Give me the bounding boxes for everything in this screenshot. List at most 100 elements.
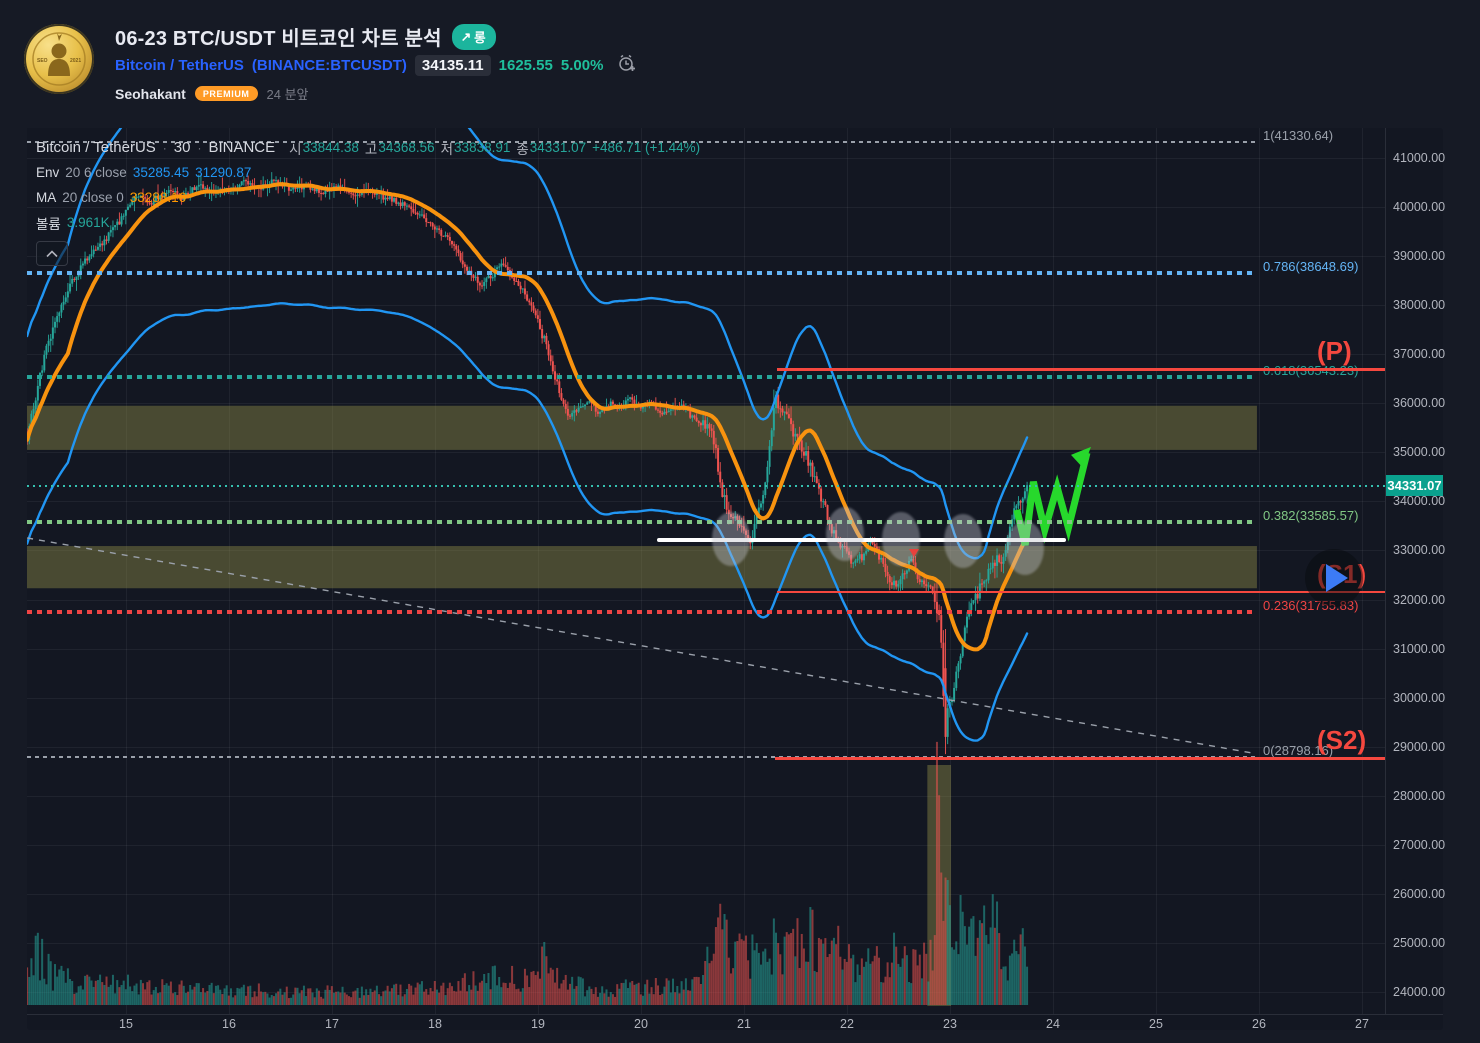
legend-volume-row[interactable]: 볼륨 3.961K (36, 210, 700, 235)
price-axis-label: 32000.00 (1393, 592, 1446, 607)
price-axis-label: 28000.00 (1393, 788, 1446, 803)
change-value: +486.71 (+1.44%) (592, 140, 701, 155)
price-axis-label: 26000.00 (1393, 886, 1446, 901)
time-axis-label[interactable]: 17 (325, 1017, 339, 1031)
pivot-label-S2: (S2) (1317, 724, 1367, 755)
time-axis-label[interactable]: 27 (1355, 1017, 1369, 1031)
legend-collapse-button[interactable] (36, 241, 68, 266)
post-time: 24 분앞 (266, 87, 309, 102)
legend-exchange: BINANCE (208, 139, 276, 156)
time-axis[interactable]: 15 16 17 18 19 20 21 22 23 24 25 26 27 (27, 1014, 1443, 1031)
ma-name: MA (36, 190, 57, 205)
price-axis-label: 33000.00 (1393, 543, 1446, 558)
pivot-line-S2 (774, 757, 1385, 760)
ma-params: 20 close 0 (62, 190, 124, 205)
time-axis-label[interactable]: 21 (737, 1017, 751, 1031)
coin-figure-icon: SEO 2021 (32, 32, 86, 86)
highlight-ellipse (944, 514, 983, 569)
pivot-line-S1 (776, 590, 1385, 594)
price-axis-label: 30000.00 (1393, 690, 1446, 705)
fib-line-0.382 (27, 519, 1257, 524)
volume-name: 볼륨 (36, 216, 61, 232)
open-value: 33844.38 (302, 140, 359, 155)
arrow-up-right-icon: ↗ (460, 29, 472, 44)
svg-text:2021: 2021 (70, 58, 81, 64)
env-lower-value: 31290.87 (195, 165, 252, 180)
price-axis-label: 37000.00 (1393, 347, 1446, 362)
highlight-ellipse (1006, 520, 1045, 575)
price-axis-label: 24000.00 (1393, 985, 1446, 999)
time-axis-label[interactable]: 20 (634, 1017, 648, 1031)
price-axis-label: 40000.00 (1393, 200, 1446, 215)
time-axis-label[interactable]: 19 (531, 1017, 545, 1031)
fib-label-0.382: 0.382(33585.57) (1263, 507, 1359, 523)
fib-label-0.236: 0.236(31755.83) (1263, 597, 1359, 613)
premium-badge: PREMIUM (194, 86, 258, 101)
close-label: 종 (516, 141, 529, 157)
symbol-ticker-link[interactable]: (BINANCE:BTCUSDT) (251, 56, 407, 74)
add-alert-icon[interactable] (617, 53, 637, 77)
price-axis-label: 41000.00 (1393, 151, 1446, 165)
play-icon (1326, 564, 1348, 592)
long-badge-label: 롱 (474, 30, 486, 45)
pivot-line-P (776, 368, 1385, 371)
high-label: 고 (364, 141, 378, 157)
separator-dot: · (197, 140, 202, 155)
chart-card: 1(41330.64)0.786(38648.69)0.618(36543.23… (27, 128, 1446, 1031)
fib-line-1 (27, 140, 1257, 143)
time-axis-label[interactable]: 24 (1046, 1017, 1060, 1031)
replay-play-button[interactable] (1305, 549, 1363, 607)
price-axis-label: 31000.00 (1393, 641, 1446, 656)
chart-plot-area[interactable]: 1(41330.64)0.786(38648.69)0.618(36543.23… (27, 128, 1385, 1014)
time-axis-label[interactable]: 23 (943, 1017, 957, 1031)
fib-line-0 (27, 755, 1257, 758)
high-value: 34368.56 (378, 140, 435, 155)
header-change-abs: 1625.55 (498, 56, 553, 74)
price-axis-label: 34000.00 (1393, 494, 1446, 509)
page-header: SEO 2021 06-23 BTC/USDT 비트코인 차트 분석 ↗ 롱 B… (0, 0, 1480, 128)
separator-dot: · (162, 140, 167, 155)
time-axis-label[interactable]: 26 (1252, 1017, 1266, 1031)
symbol-name-link[interactable]: Bitcoin / TetherUS (115, 56, 244, 74)
legend-symbol: Bitcoin / TetherUS (36, 139, 156, 156)
low-label: 저 (440, 141, 454, 157)
page-title: 06-23 BTC/USDT 비트코인 차트 분석 (115, 28, 442, 50)
time-axis-label[interactable]: 25 (1149, 1017, 1163, 1031)
legend-interval[interactable]: 30 (173, 139, 191, 156)
env-name: Env (36, 165, 60, 180)
long-direction-badge[interactable]: ↗ 롱 (451, 23, 496, 50)
volume-value: 3.961K (66, 215, 110, 230)
time-axis-label[interactable]: 22 (840, 1017, 854, 1031)
last-price-badge: 34331.07 (1386, 474, 1443, 496)
author-name[interactable]: Seohakant (115, 85, 186, 102)
price-axis-label: 27000.00 (1393, 837, 1446, 852)
highlight-ellipse (881, 512, 920, 567)
svg-text:SEO: SEO (37, 58, 48, 64)
highlight-ellipse (825, 507, 864, 562)
chart-legend: Bitcoin / TetherUS · 30 · BINANCE 시 33844… (36, 135, 700, 266)
close-value: 34331.07 (529, 140, 587, 155)
fib-line-0.618 (27, 374, 1257, 379)
legend-env-row[interactable]: Env 20 6 close 35285.45 31290.87 (36, 160, 700, 185)
legend-ma-row[interactable]: MA 20 close 0 33288.16 (36, 185, 700, 210)
avatar[interactable]: SEO 2021 (24, 24, 94, 94)
price-axis[interactable]: 34331.07 41000.00 40000.00 39000.00 38000.0… (1385, 128, 1446, 1014)
fib-label-0: 0(28798.16) (1263, 742, 1334, 758)
price-axis-label: 29000.00 (1393, 739, 1446, 754)
pivot-label-P: (P) (1317, 335, 1352, 366)
time-axis-label[interactable]: 18 (428, 1017, 442, 1031)
price-axis-label: 39000.00 (1393, 249, 1446, 264)
horizontal-support-line[interactable] (657, 538, 1067, 543)
header-change-pct: 5.00% (560, 56, 604, 74)
chevron-up-icon (46, 249, 58, 257)
time-axis-label[interactable]: 16 (222, 1017, 236, 1031)
time-axis-label[interactable]: 15 (119, 1017, 133, 1031)
fib-label-1: 1(41330.64) (1263, 128, 1334, 143)
current-price-line (27, 485, 1385, 487)
legend-symbol-row[interactable]: Bitcoin / TetherUS · 30 · BINANCE 시 33844… (36, 135, 700, 160)
price-axis-label: 35000.00 (1393, 445, 1446, 460)
fib-label-0.786: 0.786(38648.69) (1263, 259, 1359, 275)
fib-line-0.786 (27, 271, 1257, 276)
highlight-ellipse (711, 512, 750, 567)
low-value: 33838.91 (454, 140, 511, 155)
